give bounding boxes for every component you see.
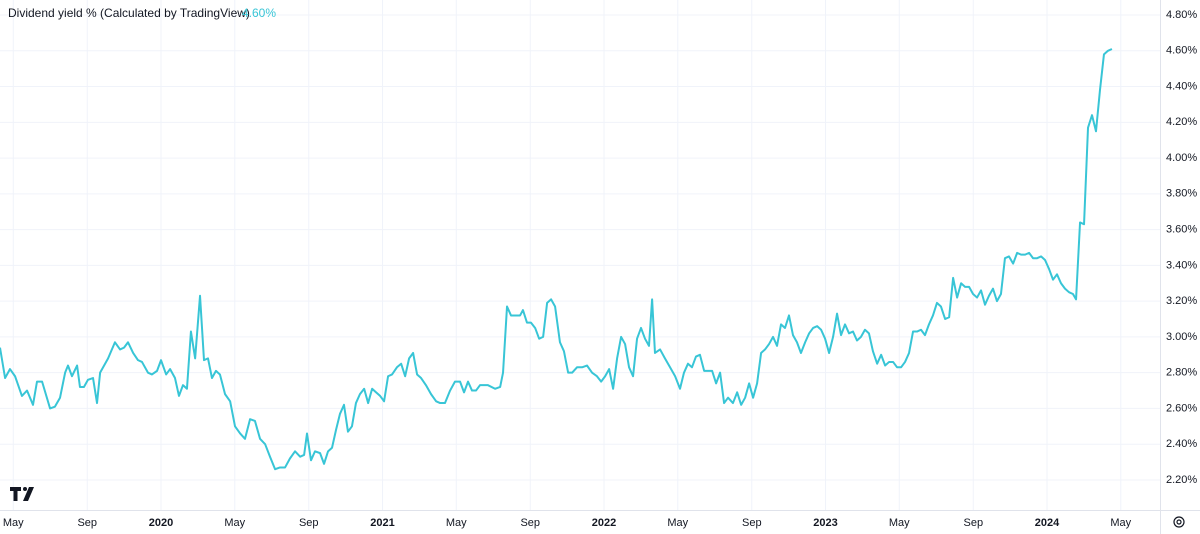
x-tick-label: May xyxy=(667,517,688,529)
y-tick-label: 2.40% xyxy=(1166,438,1197,450)
x-tick-label: 2024 xyxy=(1035,517,1060,529)
x-tick-label: May xyxy=(224,517,245,529)
y-tick-label: 2.80% xyxy=(1166,367,1197,379)
y-tick-label: 2.60% xyxy=(1166,402,1197,414)
y-tick-label: 4.80% xyxy=(1166,9,1197,21)
x-tick-label: May xyxy=(1110,517,1131,529)
y-tick-label: 4.20% xyxy=(1166,116,1197,128)
y-tick-label: 3.00% xyxy=(1166,331,1197,343)
y-tick-label: 3.40% xyxy=(1166,259,1197,271)
logo-v xyxy=(23,487,34,501)
x-tick-label: 2020 xyxy=(149,517,173,529)
x-tick-label: 2021 xyxy=(370,517,394,529)
x-tick-label: 2023 xyxy=(813,517,837,529)
logo-dot xyxy=(23,487,27,491)
x-tick-label: 2022 xyxy=(592,517,616,529)
x-tick-label: Sep xyxy=(299,517,319,529)
x-tick-label: May xyxy=(889,517,910,529)
settings-inner[interactable] xyxy=(1176,519,1182,525)
logo-t xyxy=(10,487,21,501)
y-tick-label: 3.20% xyxy=(1166,295,1197,307)
last-value: 4.60% xyxy=(242,6,276,20)
x-tick-label: May xyxy=(3,517,24,529)
data-line xyxy=(0,48,1113,471)
x-tick-label: May xyxy=(446,517,467,529)
y-tick-label: 4.00% xyxy=(1166,152,1197,164)
grid xyxy=(0,0,1160,510)
y-tick-label: 3.80% xyxy=(1166,188,1197,200)
y-tick-label: 4.40% xyxy=(1166,80,1197,92)
x-tick-label: Sep xyxy=(742,517,762,529)
y-tick-label: 2.20% xyxy=(1166,474,1197,486)
tradingview-logo xyxy=(10,487,34,501)
settings-icon[interactable] xyxy=(1173,516,1185,528)
y-tick-label: 4.60% xyxy=(1166,45,1197,57)
plot xyxy=(0,48,1113,471)
chart-title: Dividend yield % (Calculated by TradingV… xyxy=(8,6,250,20)
x-tick-label: Sep xyxy=(963,517,983,529)
y-tick-label: 3.60% xyxy=(1166,224,1197,236)
x-tick-label: Sep xyxy=(520,517,540,529)
settings-outer[interactable] xyxy=(1173,516,1185,528)
x-tick-label: Sep xyxy=(77,517,97,529)
